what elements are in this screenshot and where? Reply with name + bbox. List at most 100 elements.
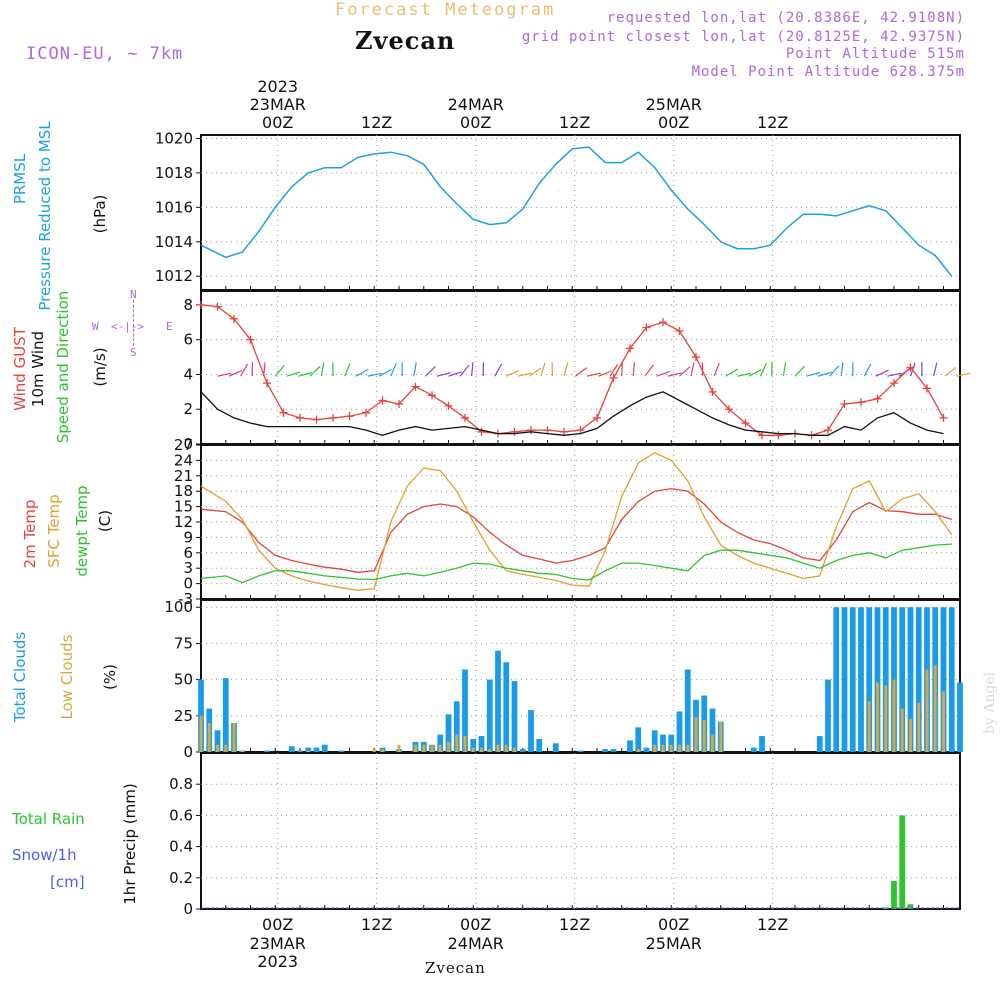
low-cloud-bar: [381, 749, 384, 752]
wind-direction-arrow: [436, 372, 451, 377]
total-cloud-bar: [858, 607, 864, 752]
total-cloud-bar: [486, 679, 493, 752]
total-cloud-bar: [825, 679, 831, 752]
low-cloud-bar: [232, 723, 236, 752]
top-time-tick-5: 12Z: [757, 113, 788, 132]
ytick-temperature-5: 12: [174, 513, 193, 531]
wind-direction-arrow: [529, 367, 542, 377]
wind-10m-line: [200, 391, 944, 436]
wind-gust-point: [461, 413, 469, 422]
bottom-date-2: 25MAR: [646, 934, 702, 953]
wind-gust-point: [774, 431, 783, 440]
low-cloud-bar: [942, 691, 945, 752]
total-cloud-bar: [478, 736, 485, 752]
wind-direction-arrow: [517, 372, 532, 377]
bottom-time-tick-0: 00Z: [262, 915, 293, 934]
wind-direction-arrow: [956, 372, 971, 377]
wind-gust-point: [444, 401, 453, 410]
wind-direction-arrow: [725, 368, 739, 377]
ytick-pressure-4: 1020: [155, 129, 193, 147]
total-cloud-bar: [668, 734, 675, 752]
wind-direction-arrow: [782, 362, 787, 377]
low-cloud-bar: [480, 747, 483, 752]
total-cloud-bar: [849, 607, 856, 752]
ytick-temperature-7: 18: [174, 482, 193, 500]
low-cloud-bar: [455, 734, 459, 752]
wind-gust-point: [329, 413, 337, 422]
low-cloud-bar: [909, 718, 912, 752]
wind-direction-arrow: [309, 366, 321, 377]
wind-direction-arrow: [228, 369, 243, 377]
ytick-wind-0: 0: [183, 435, 193, 453]
low-cloud-bar: [216, 744, 219, 752]
wind-gust-point: [840, 400, 849, 409]
total-cloud-bar: [470, 738, 477, 752]
compass-arrows: <-|->: [111, 320, 145, 333]
wind-gust-point: [477, 427, 486, 436]
wind-gust-point: [824, 426, 832, 435]
wind-gust-point: [939, 413, 948, 422]
low-cloud-bar: [397, 744, 401, 752]
wind-gust-point: [345, 412, 354, 421]
total-cloud-bar: [610, 749, 617, 752]
low-cloud-bar: [702, 720, 706, 752]
wind-direction-arrow: [563, 362, 569, 377]
compass-e: E: [166, 320, 173, 333]
bottom-time-tick-4: 00Z: [658, 915, 689, 934]
wind-direction-arrow: [459, 364, 470, 377]
rain-bar: [899, 815, 906, 909]
wind-direction-arrow: [759, 363, 767, 377]
wind-direction-arrow: [690, 362, 695, 377]
total-cloud-bar: [907, 607, 914, 752]
total-cloud-bar: [684, 669, 691, 752]
wind-direction-arrow: [794, 365, 806, 377]
point-altitude: Point Altitude 515m: [785, 46, 965, 62]
rain-bar: [907, 904, 914, 909]
wind-direction-arrow: [320, 362, 325, 377]
wind-gust-point: [609, 373, 618, 382]
wind-gust-point: [758, 431, 766, 440]
wind-direction-arrow: [367, 372, 382, 377]
wind-gust-point: [213, 302, 222, 311]
total-cloud-bar: [660, 734, 666, 752]
total-cloud-bar: [264, 750, 270, 752]
low-cloud-bar: [892, 679, 896, 752]
wind-direction-arrow: [817, 371, 832, 377]
top-time-tick-1: 12Z: [361, 113, 392, 132]
low-cloud-bar: [240, 750, 244, 752]
ytick-temperature-6: 15: [174, 498, 193, 516]
top-time-tick-2: 00Z: [460, 113, 491, 132]
bottom-time-tick-1: 12Z: [361, 915, 392, 934]
total-cloud-bar: [338, 750, 345, 752]
total-cloud-bar: [866, 607, 873, 752]
wind-gust-point: [543, 426, 552, 435]
wind-direction-arrow: [586, 372, 601, 377]
wind-gust-point: [362, 408, 370, 417]
wind-gust-point: [527, 426, 535, 435]
label-total-rain: Total Rain: [12, 810, 85, 828]
wind-gust-point: [906, 363, 915, 372]
wind-direction-arrow: [609, 363, 619, 377]
low-cloud-bar: [414, 744, 417, 752]
total-cloud-bar: [528, 710, 534, 752]
total-cloud-bar: [651, 730, 658, 752]
ytick-pressure-0: 1012: [155, 267, 193, 285]
ytick-pressure-1: 1014: [155, 233, 193, 251]
total-cloud-bar: [437, 734, 444, 752]
low-cloud-bar: [504, 744, 508, 752]
low-cloud-bar: [422, 744, 426, 752]
wind-gust-point: [246, 335, 255, 344]
wind-gust-point: [378, 396, 387, 405]
low-cloud-bar: [876, 682, 879, 752]
total-cloud-bar: [214, 730, 221, 752]
wind-direction-arrow: [748, 369, 762, 377]
ytick-precipitation-2: 0.4: [169, 838, 193, 856]
wind-gust-point: [296, 413, 304, 422]
ytick-clouds-2: 50: [174, 671, 193, 689]
low-cloud-bar: [661, 744, 665, 752]
total-cloud-bar: [552, 743, 559, 752]
total-cloud-bar: [948, 607, 955, 752]
total-cloud-bar: [222, 678, 229, 752]
total-cloud-bar: [759, 736, 765, 752]
total-cloud-bar: [874, 607, 881, 752]
